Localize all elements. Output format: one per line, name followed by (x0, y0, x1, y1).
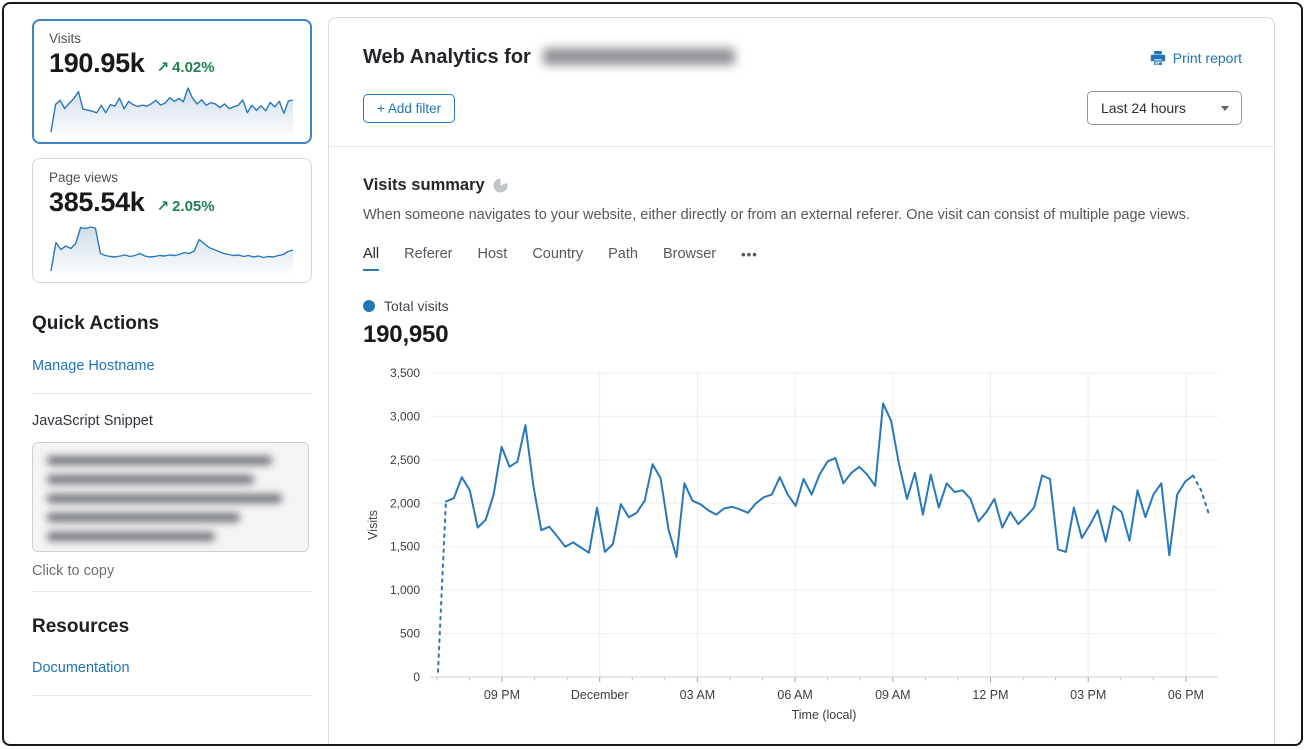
visits-summary-description: When someone navigates to your website, … (363, 207, 1190, 223)
add-filter-button[interactable]: + Add filter (363, 93, 456, 123)
page-views-sparkline-chart (49, 220, 295, 274)
metric-label: Page views (49, 170, 119, 185)
trend-up-arrow-icon: ↗ (156, 59, 170, 76)
click-to-copy-hint: Click to copy (32, 563, 115, 579)
trend-up-arrow-icon: ↗ (156, 198, 170, 215)
tab-referer[interactable]: Referer (404, 246, 453, 262)
svg-text:03 PM: 03 PM (1070, 688, 1106, 702)
redacted-code-line (47, 475, 255, 484)
main-panel: Web Analytics for Print report + Add fil… (328, 17, 1275, 744)
chevron-down-icon (1221, 105, 1229, 111)
svg-text:12 PM: 12 PM (972, 688, 1008, 702)
metric-change: 2.05% (172, 198, 215, 215)
svg-text:December: December (571, 688, 629, 702)
svg-text:1,500: 1,500 (390, 540, 420, 554)
sidebar: Visits 190.95k ↗ 4.02% Page views 385.54k… (4, 4, 328, 744)
visits-summary-heading: Visits summary (363, 176, 485, 194)
redacted-code-line (47, 456, 272, 465)
redacted-code-line (47, 494, 282, 503)
site-domain-redacted (542, 48, 735, 65)
time-range-value: Last 24 hours (1101, 100, 1186, 116)
documentation-link[interactable]: Documentation (32, 660, 130, 676)
line-chart-canvas: 0 500 1,000 1,500 2,000 2,500 3,000 3,500 09 PM D… (366, 366, 1218, 722)
svg-text:0: 0 (413, 670, 420, 684)
visits-summary-section: Visits summary When someone navigates to… (329, 147, 1274, 742)
svg-text:2,500: 2,500 (390, 453, 420, 467)
svg-text:06 PM: 06 PM (1168, 688, 1204, 702)
tab-all[interactable]: All (363, 246, 380, 271)
panel-header: Web Analytics for Print report + Add fil… (329, 18, 1274, 125)
manage-hostname-link[interactable]: Manage Hostname (32, 358, 155, 374)
visits-line-chart: 0 500 1,000 1,500 2,000 2,500 3,000 3,500 09 PM D… (363, 365, 1242, 742)
chart-legend: Total visits (363, 298, 1242, 314)
metric-card-visits[interactable]: Visits 190.95k ↗ 4.02% (32, 19, 312, 144)
metric-label: Visits (49, 31, 82, 46)
total-visits-value: 190,950 (363, 321, 449, 348)
legend-label: Total visits (384, 298, 449, 314)
divider (329, 146, 1274, 147)
redacted-code-line (47, 513, 240, 522)
svg-text:Time (local): Time (local) (792, 708, 857, 722)
more-tabs-button[interactable]: ••• (741, 247, 758, 262)
metric-value: 190.95k (49, 48, 145, 78)
pie-chart-help-icon[interactable] (493, 178, 508, 193)
redacted-code-line (47, 532, 215, 541)
visits-sparkline-chart (49, 81, 295, 135)
javascript-snippet-label: JavaScript Snippet (32, 413, 153, 429)
tab-browser[interactable]: Browser (662, 246, 717, 262)
svg-text:2,000: 2,000 (390, 496, 420, 510)
tab-country[interactable]: Country (532, 246, 584, 262)
resources-heading: Resources (32, 616, 130, 637)
time-range-dropdown[interactable]: Last 24 hours (1087, 91, 1242, 125)
svg-text:3,500: 3,500 (390, 366, 420, 380)
print-report-link[interactable]: Print report (1150, 50, 1242, 66)
page-title: Web Analytics for (363, 46, 735, 69)
svg-text:03 AM: 03 AM (680, 688, 715, 702)
svg-text:09 AM: 09 AM (875, 688, 910, 702)
legend-dot-icon (363, 300, 375, 312)
svg-text:09 PM: 09 PM (484, 688, 520, 702)
svg-text:3,000: 3,000 (390, 409, 420, 423)
tab-path[interactable]: Path (608, 246, 638, 262)
printer-icon (1150, 50, 1165, 65)
quick-actions-heading: Quick Actions (32, 313, 160, 334)
metric-change: 4.02% (172, 59, 215, 76)
javascript-snippet-code-box[interactable] (32, 442, 309, 552)
metric-card-page-views[interactable]: Page views 385.54k ↗ 2.05% (32, 158, 312, 283)
svg-text:Visits: Visits (366, 510, 380, 540)
divider (32, 393, 312, 394)
divider (32, 695, 312, 696)
svg-text:06 AM: 06 AM (777, 688, 812, 702)
metric-value: 385.54k (49, 187, 145, 217)
svg-text:1,000: 1,000 (390, 583, 420, 597)
svg-text:500: 500 (400, 627, 420, 641)
tab-host[interactable]: Host (477, 246, 508, 262)
divider (32, 591, 312, 592)
dimension-tabs: All Referer Host Country Path Browser ••… (363, 246, 1242, 271)
